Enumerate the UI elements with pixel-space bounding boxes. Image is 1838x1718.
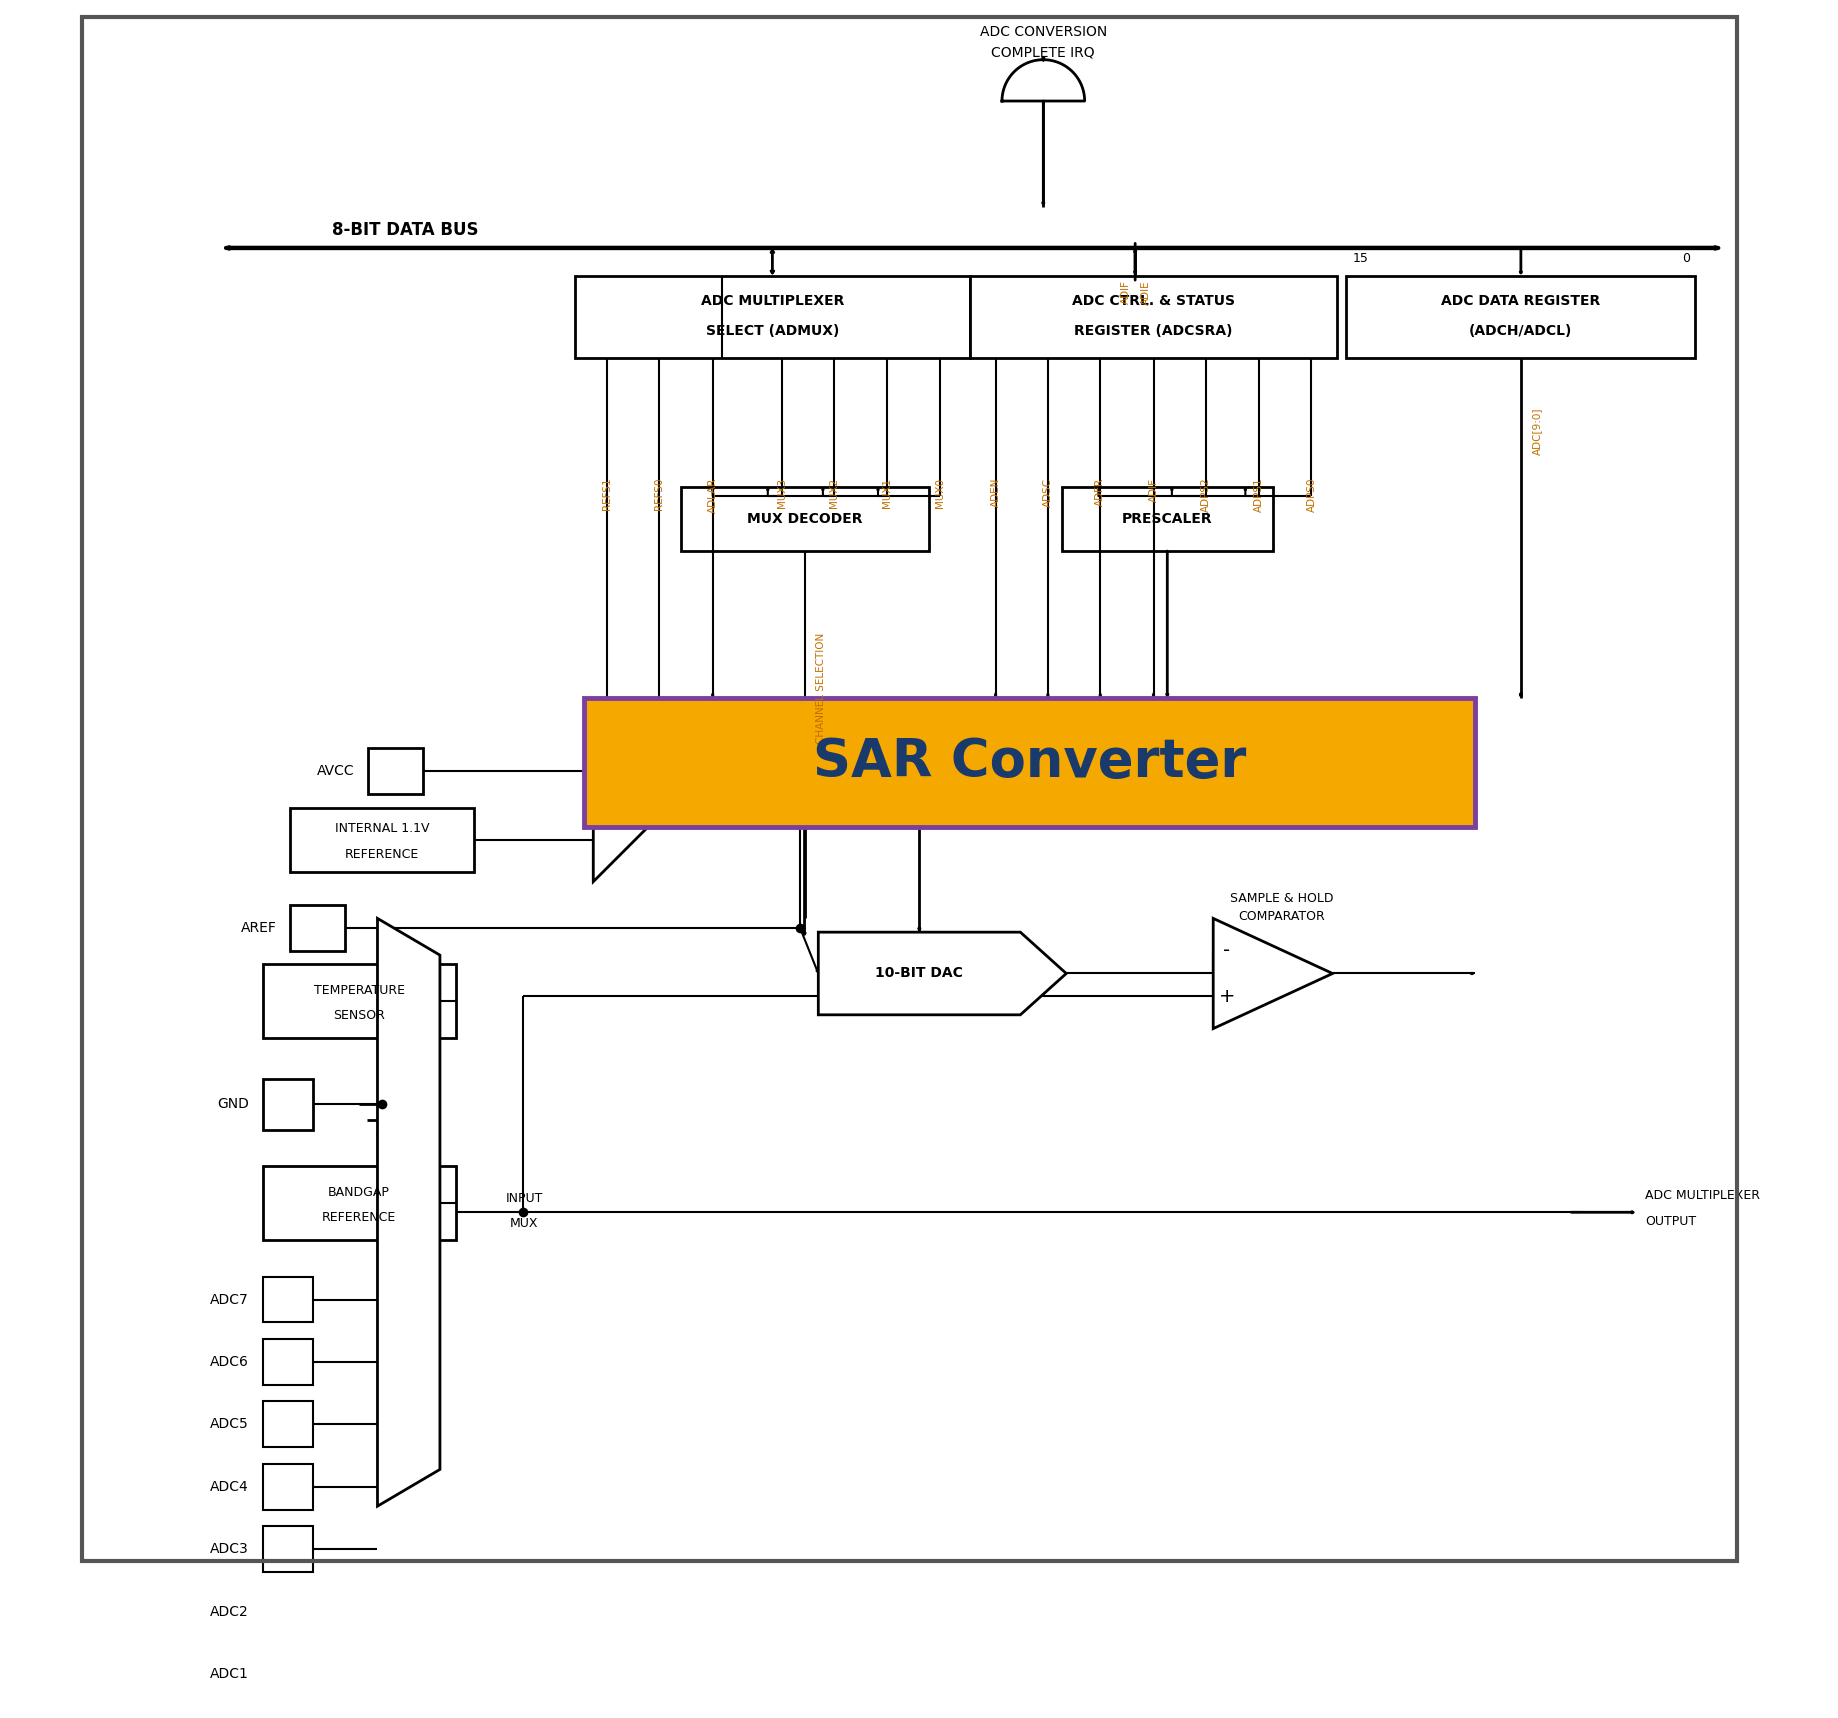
Text: ADPS1: ADPS1 [1254,478,1265,512]
Text: ADC CONVERSION: ADC CONVERSION [980,26,1106,40]
Bar [584,698,1474,826]
Text: SAMPLE & HOLD: SAMPLE & HOLD [1230,892,1334,905]
Text: ADC CTRL. & STATUS: ADC CTRL. & STATUS [1072,294,1235,308]
Text: REFS0: REFS0 [654,478,664,510]
Text: ADC3: ADC3 [210,1543,248,1557]
Polygon shape [594,744,662,881]
Text: MUX0: MUX0 [934,478,945,507]
Bar [263,1526,312,1572]
Text: ADC MULTIPLEXER: ADC MULTIPLEXER [1645,1189,1759,1203]
Text: ADC1: ADC1 [210,1666,248,1682]
Bar [263,1715,312,1718]
Text: ADC5: ADC5 [210,1417,248,1431]
Text: PRESCALER: PRESCALER [1121,512,1213,526]
Polygon shape [1002,60,1084,101]
Text: 15: 15 [1353,253,1367,266]
Text: ADPS0: ADPS0 [1307,478,1316,512]
Bar [970,275,1338,357]
Text: ADSC: ADSC [1042,478,1053,507]
Bar [263,964,456,1038]
Text: ADC4: ADC4 [210,1479,248,1495]
Text: OUTPUT: OUTPUT [1645,1215,1696,1228]
Bar [263,1402,312,1447]
Bar [368,749,423,794]
Text: TEMPERATURE: TEMPERATURE [314,983,404,996]
Bar [263,1464,312,1510]
Text: ADC7: ADC7 [210,1292,248,1306]
Text: MUX2: MUX2 [829,478,838,509]
Bar [263,1589,312,1636]
Bar [263,1167,456,1240]
Bar [290,905,346,950]
Polygon shape [818,933,1066,1015]
Text: GND: GND [217,1096,248,1112]
Text: ADIF: ADIF [1121,280,1130,304]
Bar [1347,275,1695,357]
Text: ADIF: ADIF [1149,478,1158,502]
Bar [290,807,474,873]
Text: SAR Converter: SAR Converter [812,737,1246,789]
Text: AREF: AREF [241,921,276,935]
Text: ADLAR: ADLAR [708,478,717,514]
Text: +: + [1219,986,1235,1007]
Text: COMPLETE IRQ: COMPLETE IRQ [991,45,1095,60]
Text: ADC[9:0]: ADC[9:0] [1533,407,1542,455]
Bar [1062,486,1274,551]
Text: 10-BIT DAC: 10-BIT DAC [875,967,963,981]
Bar [263,1079,312,1130]
Text: ADEN: ADEN [991,478,1000,507]
Text: 0: 0 [1682,253,1691,266]
Bar [575,275,970,357]
Text: MUX1: MUX1 [882,478,891,509]
Text: MUX: MUX [511,1216,539,1230]
Text: CHANNEL SELECTION: CHANNEL SELECTION [816,634,825,744]
Text: REGISTER (ADCSRA): REGISTER (ADCSRA) [1073,323,1233,338]
Polygon shape [1213,919,1333,1029]
Text: (ADCH/ADCL): (ADCH/ADCL) [1469,323,1573,338]
Text: SENSOR: SENSOR [333,1008,384,1022]
Text: INPUT: INPUT [505,1192,542,1204]
Bar [263,1276,312,1323]
Text: ADPS2: ADPS2 [1200,478,1211,512]
Polygon shape [377,919,439,1507]
Bar [263,1338,312,1385]
Text: 8-BIT DATA BUS: 8-BIT DATA BUS [333,220,478,239]
Text: ADIE: ADIE [1141,280,1151,304]
Text: BANDGAP: BANDGAP [329,1185,390,1199]
Text: ADC6: ADC6 [210,1356,248,1369]
Bar [263,1651,312,1697]
Text: -: - [1224,941,1231,960]
Text: MUX3: MUX3 [777,478,787,509]
Text: REFERENCE: REFERENCE [346,847,419,861]
Text: INTERNAL 1.1V: INTERNAL 1.1V [335,821,430,835]
Text: ADC DATA REGISTER: ADC DATA REGISTER [1441,294,1601,308]
Text: REFERENCE: REFERENCE [322,1211,397,1225]
Text: ADFR: ADFR [1095,478,1105,505]
Bar [662,799,689,826]
Text: MUX DECODER: MUX DECODER [746,512,862,526]
Text: REFS1: REFS1 [603,478,612,510]
Text: SELECT (ADMUX): SELECT (ADMUX) [706,323,840,338]
Text: AVCC: AVCC [316,765,355,778]
Text: ADC2: ADC2 [210,1605,248,1618]
Bar [680,486,928,551]
Text: ADC MULTIPLEXER: ADC MULTIPLEXER [700,294,844,308]
Text: COMPARATOR: COMPARATOR [1239,911,1325,923]
